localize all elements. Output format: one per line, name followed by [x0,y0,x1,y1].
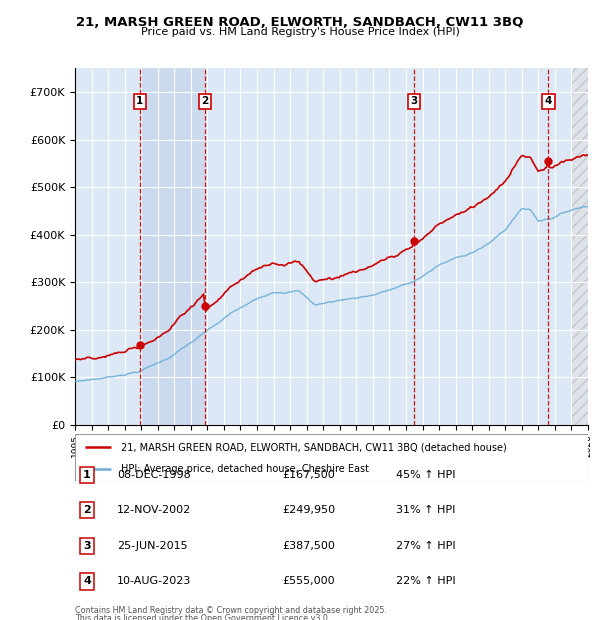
Text: 4: 4 [83,577,91,587]
Text: 25-JUN-2015: 25-JUN-2015 [117,541,188,551]
Text: 3: 3 [83,541,91,551]
Text: 10-AUG-2023: 10-AUG-2023 [117,577,191,587]
Text: £387,500: £387,500 [282,541,335,551]
Text: 1: 1 [136,97,143,107]
Text: 21, MARSH GREEN ROAD, ELWORTH, SANDBACH, CW11 3BQ: 21, MARSH GREEN ROAD, ELWORTH, SANDBACH,… [76,16,524,29]
Text: £555,000: £555,000 [282,577,335,587]
Bar [571,68,588,425]
Text: 08-DEC-1998: 08-DEC-1998 [117,470,191,480]
FancyBboxPatch shape [75,434,588,481]
Text: 45% ↑ HPI: 45% ↑ HPI [396,470,455,480]
Text: 4: 4 [545,97,552,107]
Text: HPI: Average price, detached house, Cheshire East: HPI: Average price, detached house, Ches… [121,464,369,474]
Text: 12-NOV-2002: 12-NOV-2002 [117,505,191,515]
Text: 21, MARSH GREEN ROAD, ELWORTH, SANDBACH, CW11 3BQ (detached house): 21, MARSH GREEN ROAD, ELWORTH, SANDBACH,… [121,442,507,452]
Text: £167,500: £167,500 [282,470,335,480]
Text: Price paid vs. HM Land Registry's House Price Index (HPI): Price paid vs. HM Land Registry's House … [140,27,460,37]
Text: 2: 2 [83,505,91,515]
Bar [140,68,205,425]
Text: £249,950: £249,950 [282,505,335,515]
Text: 27% ↑ HPI: 27% ↑ HPI [396,541,455,551]
Text: 31% ↑ HPI: 31% ↑ HPI [396,505,455,515]
Text: 3: 3 [410,97,418,107]
Text: 2: 2 [202,97,209,107]
Text: 22% ↑ HPI: 22% ↑ HPI [396,577,455,587]
Text: This data is licensed under the Open Government Licence v3.0.: This data is licensed under the Open Gov… [75,614,331,620]
Text: 1: 1 [83,470,91,480]
Text: Contains HM Land Registry data © Crown copyright and database right 2025.: Contains HM Land Registry data © Crown c… [75,606,387,616]
